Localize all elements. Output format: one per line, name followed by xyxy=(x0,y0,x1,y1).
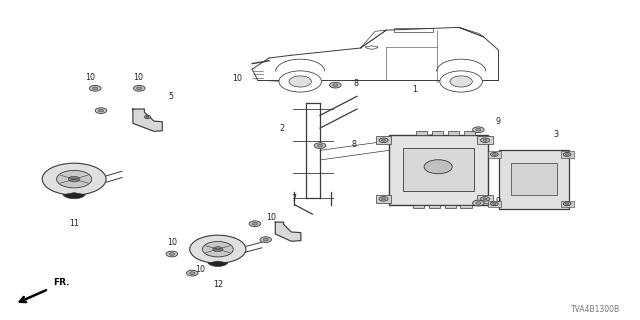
Text: FR.: FR. xyxy=(53,278,70,287)
Bar xyxy=(488,151,500,158)
Bar xyxy=(511,163,557,195)
Circle shape xyxy=(481,138,490,142)
Text: 10: 10 xyxy=(167,238,177,247)
Circle shape xyxy=(379,138,388,142)
Circle shape xyxy=(189,235,246,263)
Circle shape xyxy=(565,154,569,155)
Wedge shape xyxy=(208,261,228,267)
Bar xyxy=(376,195,391,203)
Circle shape xyxy=(95,108,107,114)
Circle shape xyxy=(263,238,268,241)
Bar xyxy=(403,148,474,191)
Circle shape xyxy=(145,116,151,119)
Circle shape xyxy=(42,163,106,195)
Circle shape xyxy=(212,247,223,252)
Circle shape xyxy=(249,221,260,227)
Circle shape xyxy=(146,116,149,118)
Circle shape xyxy=(563,202,571,206)
Bar xyxy=(413,204,424,208)
Circle shape xyxy=(260,237,271,243)
Text: 5: 5 xyxy=(169,92,174,101)
Text: 9: 9 xyxy=(495,197,500,206)
Bar xyxy=(448,131,460,134)
Circle shape xyxy=(490,153,498,156)
Text: 8: 8 xyxy=(352,140,357,148)
Text: 8: 8 xyxy=(353,79,358,88)
Circle shape xyxy=(490,202,498,206)
Circle shape xyxy=(493,154,496,155)
Bar xyxy=(432,131,444,134)
Circle shape xyxy=(99,109,104,112)
Circle shape xyxy=(202,242,233,257)
Circle shape xyxy=(166,251,177,257)
Text: 7: 7 xyxy=(291,194,296,203)
Wedge shape xyxy=(365,46,378,49)
Text: 2: 2 xyxy=(279,124,284,132)
Bar xyxy=(488,201,500,207)
Circle shape xyxy=(472,127,484,132)
Text: TVA4B1300B: TVA4B1300B xyxy=(571,305,620,314)
Circle shape xyxy=(186,270,198,276)
Bar xyxy=(477,136,493,144)
Text: 1: 1 xyxy=(412,85,417,94)
Bar xyxy=(394,28,433,32)
Polygon shape xyxy=(133,109,163,131)
Circle shape xyxy=(330,82,341,88)
Circle shape xyxy=(481,197,490,201)
Circle shape xyxy=(483,139,487,141)
Circle shape xyxy=(90,85,101,91)
Text: 9: 9 xyxy=(495,117,500,126)
Bar xyxy=(561,151,573,158)
Circle shape xyxy=(333,84,338,86)
Bar xyxy=(499,150,569,209)
Circle shape xyxy=(472,200,484,206)
Circle shape xyxy=(450,76,472,87)
Circle shape xyxy=(493,203,496,205)
Polygon shape xyxy=(275,222,301,241)
Circle shape xyxy=(314,143,326,148)
Circle shape xyxy=(137,87,142,90)
Bar xyxy=(464,131,475,134)
Bar xyxy=(376,136,391,144)
Text: 10: 10 xyxy=(85,73,95,82)
Bar xyxy=(561,201,573,207)
Circle shape xyxy=(68,176,80,182)
Text: 3: 3 xyxy=(554,130,559,139)
Circle shape xyxy=(189,272,195,274)
Circle shape xyxy=(565,203,569,205)
Circle shape xyxy=(279,71,321,92)
Circle shape xyxy=(252,222,257,225)
Bar xyxy=(445,204,456,208)
Circle shape xyxy=(483,198,487,200)
Bar xyxy=(461,204,472,208)
Circle shape xyxy=(381,198,385,200)
Circle shape xyxy=(169,253,175,255)
Bar xyxy=(429,204,440,208)
Text: 11: 11 xyxy=(69,219,79,228)
Circle shape xyxy=(317,144,323,147)
Circle shape xyxy=(476,202,481,204)
Bar xyxy=(477,195,493,203)
Circle shape xyxy=(440,71,483,92)
Text: 10: 10 xyxy=(232,74,243,83)
Circle shape xyxy=(93,87,98,90)
Circle shape xyxy=(379,197,388,201)
Circle shape xyxy=(56,170,92,188)
Circle shape xyxy=(476,128,481,131)
Text: 10: 10 xyxy=(195,265,205,275)
Circle shape xyxy=(424,160,452,174)
Text: 10: 10 xyxy=(266,213,276,222)
Wedge shape xyxy=(63,193,86,199)
Circle shape xyxy=(381,139,385,141)
Circle shape xyxy=(134,85,145,91)
Circle shape xyxy=(563,153,571,156)
Circle shape xyxy=(289,76,312,87)
Text: 10: 10 xyxy=(134,73,143,82)
Bar xyxy=(388,134,488,204)
Bar xyxy=(416,131,428,134)
Text: 12: 12 xyxy=(212,280,223,289)
